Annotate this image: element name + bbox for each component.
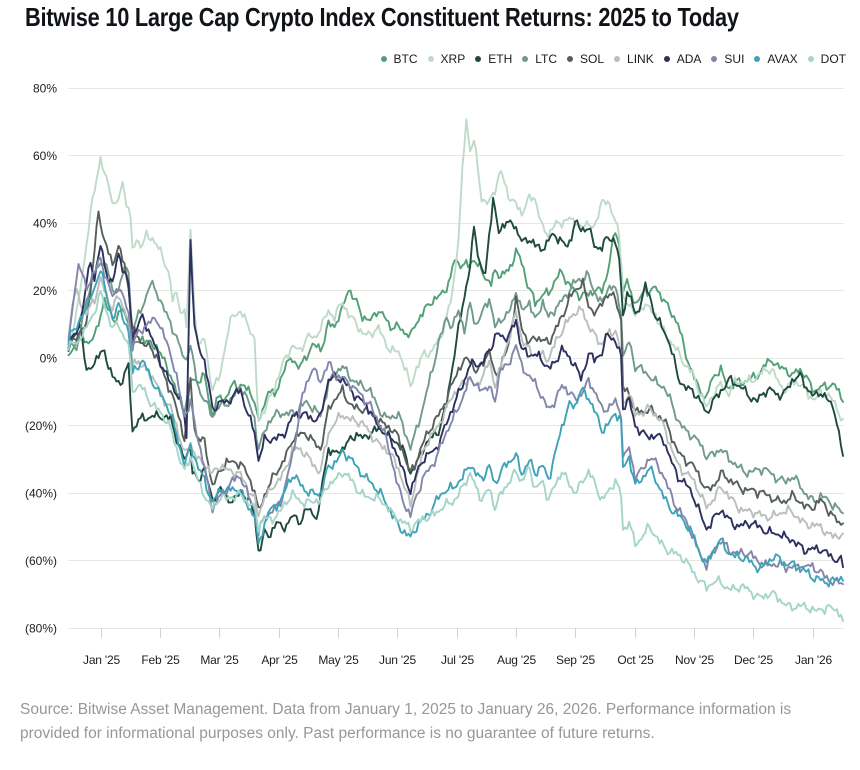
svg-text:Dec '25: Dec '25 — [734, 653, 773, 667]
svg-text:(80%): (80%) — [25, 621, 57, 635]
svg-text:60%: 60% — [33, 149, 57, 163]
svg-text:(60%): (60%) — [25, 554, 57, 568]
svg-text:80%: 80% — [33, 81, 57, 95]
svg-text:Jan '26: Jan '26 — [795, 653, 832, 667]
svg-text:Apr '25: Apr '25 — [261, 653, 298, 667]
svg-text:40%: 40% — [33, 216, 57, 230]
svg-text:(40%): (40%) — [25, 486, 57, 500]
svg-text:Jun '25: Jun '25 — [379, 653, 416, 667]
svg-text:Oct '25: Oct '25 — [617, 653, 654, 667]
svg-text:May '25: May '25 — [318, 653, 359, 667]
svg-text:Jan '25: Jan '25 — [83, 653, 120, 667]
svg-text:(20%): (20%) — [25, 419, 57, 433]
svg-text:Jul '25: Jul '25 — [441, 653, 474, 667]
svg-text:20%: 20% — [33, 284, 57, 298]
svg-text:Feb '25: Feb '25 — [141, 653, 180, 667]
svg-text:Mar '25: Mar '25 — [200, 653, 239, 667]
svg-text:Sep '25: Sep '25 — [556, 653, 595, 667]
svg-text:0%: 0% — [40, 351, 58, 365]
svg-text:Nov '25: Nov '25 — [675, 653, 714, 667]
svg-text:Aug '25: Aug '25 — [497, 653, 536, 667]
